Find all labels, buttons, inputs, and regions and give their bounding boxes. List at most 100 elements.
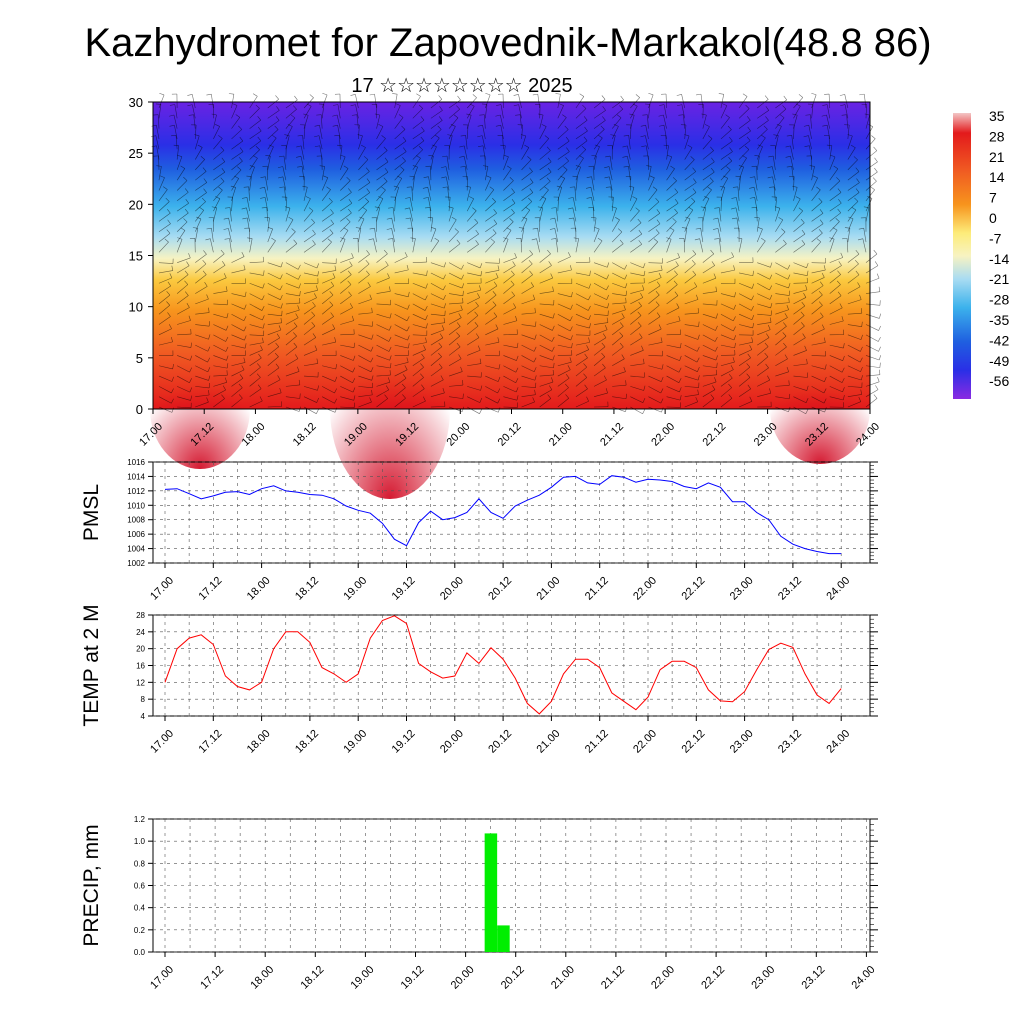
wind-barb bbox=[176, 307, 190, 315]
wind-barb-flag bbox=[821, 272, 825, 278]
wind-barb-flag bbox=[544, 135, 549, 139]
heatmap-x-tick-label: 20.12 bbox=[496, 421, 524, 449]
wind-barb-flag bbox=[346, 176, 351, 181]
wind-barb-flag bbox=[532, 227, 538, 230]
wind-barb-flag bbox=[769, 186, 775, 188]
wind-barb bbox=[847, 375, 862, 381]
wind-barb-flag bbox=[438, 363, 443, 368]
wind-barb bbox=[267, 110, 280, 119]
wind-barb bbox=[213, 161, 226, 171]
wind-barb bbox=[231, 178, 239, 191]
wind-barb-flag bbox=[427, 217, 433, 219]
wind-barb-flag bbox=[477, 293, 480, 298]
wind-barb-flag bbox=[635, 207, 640, 212]
wind-barb-flag bbox=[262, 323, 265, 329]
wind-barb-flag bbox=[405, 217, 411, 220]
wind-barb-flag bbox=[583, 136, 588, 141]
wind-barb bbox=[467, 396, 480, 403]
wind-barb bbox=[158, 166, 162, 181]
wind-barb-flag bbox=[334, 388, 337, 394]
wind-barb-flag bbox=[402, 157, 406, 162]
wind-barb bbox=[539, 334, 553, 342]
y-tick-label: 4 bbox=[141, 712, 146, 721]
wind-barb bbox=[594, 322, 608, 325]
wind-barb bbox=[557, 256, 571, 263]
wind-barb-flag bbox=[371, 375, 374, 381]
wind-barb-flag bbox=[460, 135, 466, 137]
wind-barb-flag bbox=[211, 206, 217, 209]
wind-barb bbox=[231, 397, 243, 408]
wind-barb bbox=[518, 104, 522, 119]
wind-barb bbox=[720, 169, 731, 181]
wind-barb bbox=[158, 94, 165, 109]
wind-barb bbox=[539, 161, 552, 171]
wind-barb bbox=[412, 293, 426, 301]
wind-barb bbox=[811, 104, 814, 119]
wind-barb bbox=[503, 212, 515, 222]
wind-barb-flag bbox=[381, 186, 386, 191]
wind-barb-flag bbox=[495, 124, 501, 127]
wind-barb bbox=[412, 176, 415, 191]
wind-barb bbox=[157, 114, 160, 129]
wind-barb bbox=[194, 218, 202, 232]
wind-barb-flag bbox=[821, 324, 825, 330]
wind-barb bbox=[775, 243, 787, 253]
wind-barb bbox=[593, 283, 607, 291]
wind-barb bbox=[466, 106, 475, 119]
wind-barb-flag bbox=[660, 265, 663, 271]
wind-barb bbox=[630, 325, 642, 336]
wind-barb-flag bbox=[453, 114, 459, 119]
wind-barb-flag bbox=[547, 157, 552, 163]
wind-barb-flag bbox=[638, 240, 642, 245]
wind-barb bbox=[394, 197, 396, 212]
pmsl-series-line bbox=[164, 475, 842, 555]
wind-barb bbox=[847, 182, 860, 191]
wind-barb-flag bbox=[334, 398, 338, 404]
wind-barb-flag bbox=[207, 367, 211, 372]
wind-barb-flag bbox=[707, 135, 713, 139]
wind-barb-flag bbox=[196, 216, 202, 220]
wind-barb-flag bbox=[189, 378, 192, 383]
wind-barb-flag bbox=[188, 253, 191, 259]
wind-barb-flag bbox=[714, 336, 718, 342]
wind-barb-flag bbox=[257, 136, 262, 142]
wind-barb-flag bbox=[697, 308, 699, 314]
wind-barb bbox=[775, 99, 787, 109]
wind-barb-flag bbox=[851, 206, 857, 211]
wind-barb-flag bbox=[801, 229, 806, 235]
wind-barb bbox=[376, 324, 390, 331]
wind-barb-flag bbox=[769, 274, 773, 280]
x-tick-label: 24.00 bbox=[824, 728, 852, 756]
wind-barb bbox=[158, 262, 173, 264]
wind-barb bbox=[847, 218, 854, 232]
wind-barb-flag bbox=[696, 93, 702, 96]
wind-barb bbox=[466, 187, 471, 201]
wind-barb bbox=[412, 108, 423, 119]
wind-barb bbox=[684, 401, 698, 408]
wind-barb bbox=[828, 135, 831, 150]
wind-barb-flag bbox=[312, 240, 316, 245]
wind-barb bbox=[340, 239, 346, 253]
wind-barb bbox=[865, 198, 873, 212]
wind-barb bbox=[447, 186, 450, 201]
wind-barb-flag bbox=[586, 396, 589, 402]
wind-barb bbox=[485, 270, 500, 274]
wind-barb bbox=[394, 94, 398, 109]
wind-barb bbox=[376, 290, 391, 294]
wind-barb bbox=[303, 289, 318, 294]
wind-barb bbox=[575, 303, 589, 311]
wind-barb bbox=[485, 223, 497, 232]
wind-barb bbox=[231, 324, 245, 332]
wind-barb-flag bbox=[697, 375, 700, 381]
wind-barb bbox=[630, 210, 640, 222]
wind-barb-flag bbox=[456, 332, 460, 337]
wind-barb bbox=[392, 238, 395, 253]
wind-barb-flag bbox=[316, 285, 318, 291]
wind-barb-flag bbox=[221, 157, 226, 162]
wind-barb-flag bbox=[860, 366, 863, 372]
wind-barb bbox=[865, 277, 880, 284]
wind-barb bbox=[847, 355, 861, 363]
wind-barb-flag bbox=[171, 265, 174, 271]
wind-barb-flag bbox=[334, 376, 338, 382]
wind-barb bbox=[340, 375, 353, 383]
